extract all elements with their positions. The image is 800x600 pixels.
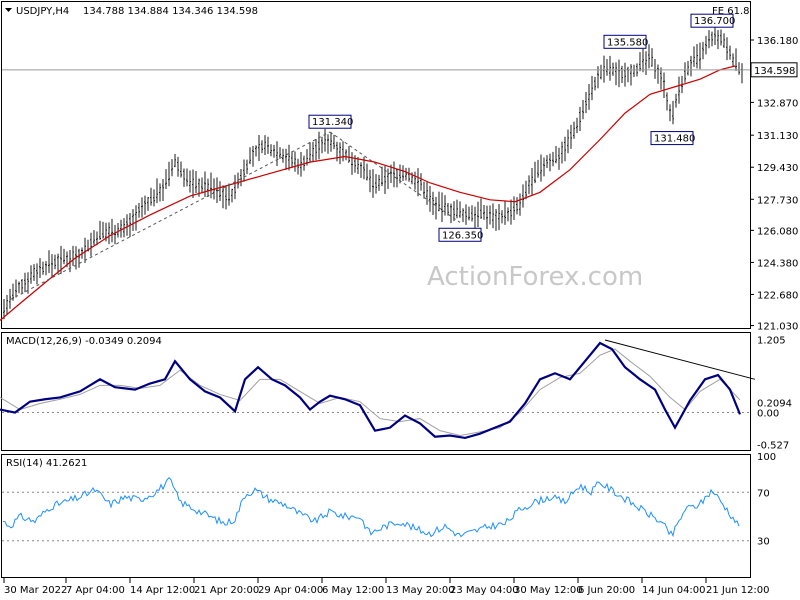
x-tick-label: 7 Apr 04:00 — [66, 585, 125, 596]
macd-y-label: 1.205 — [757, 336, 786, 347]
price-series-layer: 131.340 126.350 135.580 131.480 136.700 — [0, 13, 750, 321]
x-tick-label: 6 Jun 20:00 — [578, 585, 635, 596]
y-tick-label: 129.430 — [757, 163, 798, 174]
y-tick-label: 131.130 — [757, 131, 798, 142]
dropdown-triangle-icon[interactable] — [5, 8, 12, 12]
macd-line — [0, 341, 742, 440]
fib-extension-label: FE 61.8 — [712, 6, 750, 17]
x-tick-label: 6 May 12:00 — [322, 585, 384, 596]
y-tick-label: 122.680 — [757, 290, 798, 301]
macd-title: MACD(12,26,9) -0.0349 0.2094 — [6, 336, 162, 347]
y-tick-label: 124.380 — [757, 258, 798, 269]
x-tick-label: 21 Apr 20:00 — [194, 585, 259, 596]
x-tick-label: 23 May 04:00 — [450, 585, 519, 596]
macd-series-layer — [0, 339, 756, 440]
x-tick-label: 13 May 20:00 — [386, 585, 455, 596]
rsi-panel — [1, 454, 751, 578]
macd-y-label: 0.00 — [757, 409, 779, 420]
swing-label: 126.350 — [442, 230, 483, 241]
x-tick-label: 30 May 12:00 — [514, 585, 583, 596]
swing-label-box — [308, 114, 352, 129]
swing-label-box — [603, 34, 647, 49]
x-tick-label: 14 Jun 04:00 — [642, 585, 706, 596]
rsi-series-layer — [2, 477, 750, 542]
x-tick-label: 30 Mar 2022 — [4, 585, 67, 596]
rsi-y-label: 70 — [757, 488, 770, 499]
macd-signal-value-label: 0.2094 — [757, 399, 792, 410]
rsi-y-label: 30 — [757, 537, 770, 548]
macd-trend-line — [604, 339, 756, 380]
rsi-title: RSI(14) 41.2621 — [6, 458, 87, 469]
macd-y-label: -0.527 — [757, 440, 789, 451]
x-tick-label: 14 Apr 12:00 — [130, 585, 195, 596]
macd-signal-line — [0, 348, 741, 437]
watermark: ActionForex.com — [427, 262, 643, 292]
rsi-line — [2, 477, 740, 538]
current-price-label: 134.598 — [754, 66, 795, 77]
y-axis-labels: 136.180 134.598 132.870 131.130 129.430 127.7… — [750, 36, 798, 548]
swing-label-box — [438, 227, 482, 242]
x-tick-label: 21 Jun 12:00 — [706, 585, 770, 596]
swing-label-box — [690, 13, 734, 28]
swing-label-box — [650, 131, 694, 146]
swing-label: 131.480 — [654, 134, 695, 145]
swing-label: 136.700 — [694, 16, 735, 27]
y-tick-label: 136.180 — [757, 36, 798, 47]
macd-panel — [1, 332, 751, 451]
y-tick-label: 127.730 — [757, 195, 798, 206]
x-tick-label: 29 Apr 04:00 — [258, 585, 323, 596]
chart-symbol-title: USDJPY,H4 — [16, 6, 69, 17]
trend-line — [329, 131, 461, 223]
ohlc-readout: 134.788 134.884 134.346 134.598 — [83, 6, 258, 17]
rsi-y-label: 100 — [757, 452, 776, 463]
y-tick-label: 121.030 — [757, 322, 798, 333]
moving-average-line — [0, 65, 736, 321]
trend-line — [9, 131, 331, 301]
current-price-box — [750, 62, 798, 78]
swing-label: 135.580 — [607, 37, 648, 48]
y-tick-label: 132.870 — [757, 98, 798, 109]
y-tick-label: 126.080 — [757, 226, 798, 237]
price-panel — [1, 1, 751, 329]
swing-label: 131.340 — [312, 117, 353, 128]
